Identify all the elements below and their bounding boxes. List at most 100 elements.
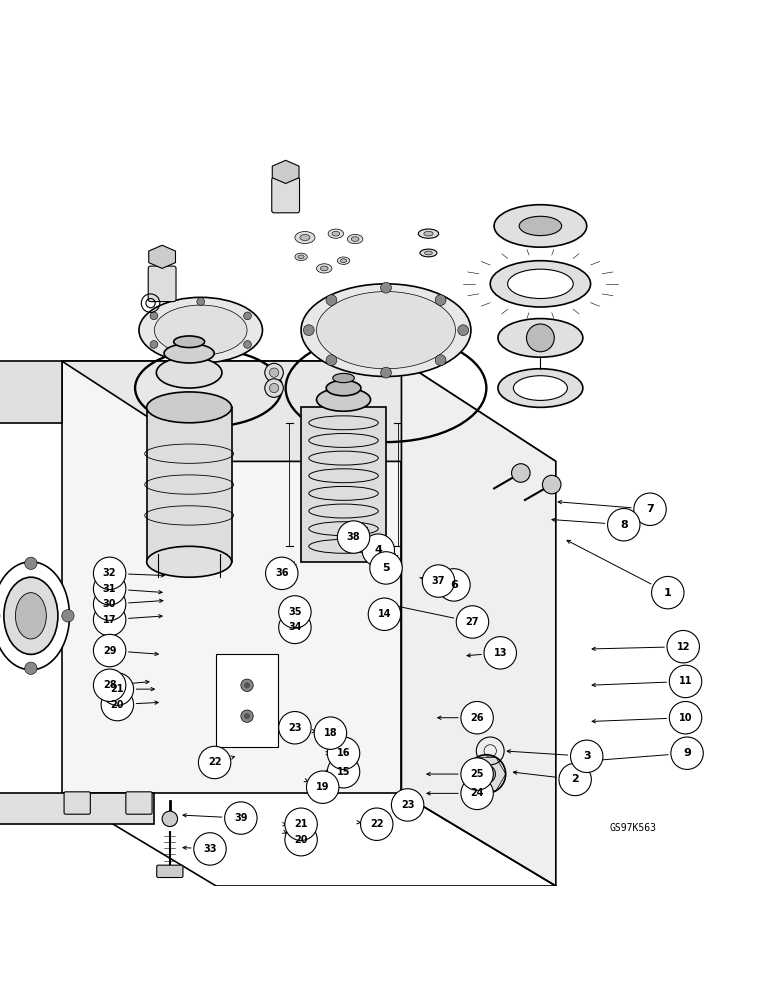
Circle shape <box>101 673 134 705</box>
Circle shape <box>667 630 699 663</box>
Text: 30: 30 <box>103 599 117 609</box>
Ellipse shape <box>420 249 437 257</box>
Circle shape <box>62 610 74 622</box>
Ellipse shape <box>513 376 567 400</box>
Ellipse shape <box>425 251 432 255</box>
Circle shape <box>669 701 702 734</box>
Text: 14: 14 <box>378 609 391 619</box>
Circle shape <box>477 765 496 783</box>
Text: 3: 3 <box>583 751 591 761</box>
Ellipse shape <box>298 255 304 259</box>
Ellipse shape <box>174 336 205 348</box>
Circle shape <box>368 598 401 630</box>
Circle shape <box>269 368 279 377</box>
Circle shape <box>162 811 178 827</box>
Circle shape <box>362 534 394 566</box>
Circle shape <box>559 763 591 796</box>
Circle shape <box>101 688 134 721</box>
Text: 35: 35 <box>288 607 302 617</box>
Circle shape <box>93 573 126 605</box>
Ellipse shape <box>317 264 332 273</box>
Text: 36: 36 <box>275 568 289 578</box>
Circle shape <box>461 758 493 790</box>
Text: 39: 39 <box>234 813 248 823</box>
Circle shape <box>93 588 126 620</box>
Text: 7: 7 <box>646 504 654 514</box>
Circle shape <box>391 789 424 821</box>
Text: 25: 25 <box>470 769 484 779</box>
Ellipse shape <box>424 231 433 236</box>
Polygon shape <box>0 361 62 423</box>
Text: 11: 11 <box>679 676 692 686</box>
Text: 20: 20 <box>110 700 124 710</box>
Text: 20: 20 <box>294 835 308 845</box>
Circle shape <box>303 325 314 336</box>
Ellipse shape <box>498 369 583 407</box>
Circle shape <box>461 777 493 810</box>
FancyBboxPatch shape <box>64 792 90 814</box>
Circle shape <box>422 565 455 597</box>
Ellipse shape <box>317 388 371 411</box>
Polygon shape <box>301 407 386 562</box>
Circle shape <box>225 802 257 834</box>
Circle shape <box>381 282 391 293</box>
Text: 15: 15 <box>337 767 350 777</box>
Text: 32: 32 <box>103 568 117 578</box>
Text: 31: 31 <box>103 584 117 594</box>
FancyBboxPatch shape <box>272 177 300 213</box>
Text: 9: 9 <box>683 748 691 758</box>
Circle shape <box>458 325 469 336</box>
Polygon shape <box>0 793 154 824</box>
Text: 12: 12 <box>676 642 690 652</box>
Text: 24: 24 <box>470 788 484 798</box>
Circle shape <box>543 475 561 494</box>
Circle shape <box>327 756 360 788</box>
Polygon shape <box>216 654 278 747</box>
Text: 21: 21 <box>110 684 124 694</box>
Circle shape <box>461 701 493 734</box>
Text: 33: 33 <box>203 844 217 854</box>
Polygon shape <box>273 160 299 183</box>
Text: 22: 22 <box>208 757 222 767</box>
Text: 13: 13 <box>493 648 507 658</box>
Circle shape <box>608 508 640 541</box>
Circle shape <box>370 552 402 584</box>
Ellipse shape <box>332 231 340 236</box>
FancyBboxPatch shape <box>126 792 152 814</box>
Circle shape <box>265 379 283 397</box>
Ellipse shape <box>337 257 350 264</box>
Text: 2: 2 <box>571 774 579 784</box>
Ellipse shape <box>317 292 455 369</box>
Text: 21: 21 <box>294 819 308 829</box>
Circle shape <box>314 717 347 749</box>
Ellipse shape <box>301 284 471 376</box>
Ellipse shape <box>0 562 69 670</box>
Text: 1: 1 <box>664 588 672 598</box>
Polygon shape <box>401 361 556 886</box>
Polygon shape <box>149 245 175 268</box>
Text: 4: 4 <box>374 545 382 555</box>
Text: 38: 38 <box>347 532 361 542</box>
Circle shape <box>467 755 506 793</box>
Ellipse shape <box>154 305 247 355</box>
Circle shape <box>150 312 157 320</box>
Circle shape <box>337 521 370 553</box>
Polygon shape <box>147 407 232 562</box>
Circle shape <box>484 637 516 669</box>
Circle shape <box>93 557 126 590</box>
Ellipse shape <box>333 373 354 383</box>
Ellipse shape <box>147 392 232 423</box>
Circle shape <box>265 363 283 382</box>
Circle shape <box>269 383 279 393</box>
Polygon shape <box>62 361 401 793</box>
Circle shape <box>244 312 252 320</box>
Circle shape <box>327 737 360 769</box>
Text: 34: 34 <box>288 622 302 632</box>
Ellipse shape <box>300 235 310 241</box>
Text: 23: 23 <box>288 723 302 733</box>
Ellipse shape <box>15 593 46 639</box>
Ellipse shape <box>498 319 583 357</box>
Text: 5: 5 <box>382 563 390 573</box>
Ellipse shape <box>328 229 344 238</box>
Circle shape <box>527 324 554 352</box>
